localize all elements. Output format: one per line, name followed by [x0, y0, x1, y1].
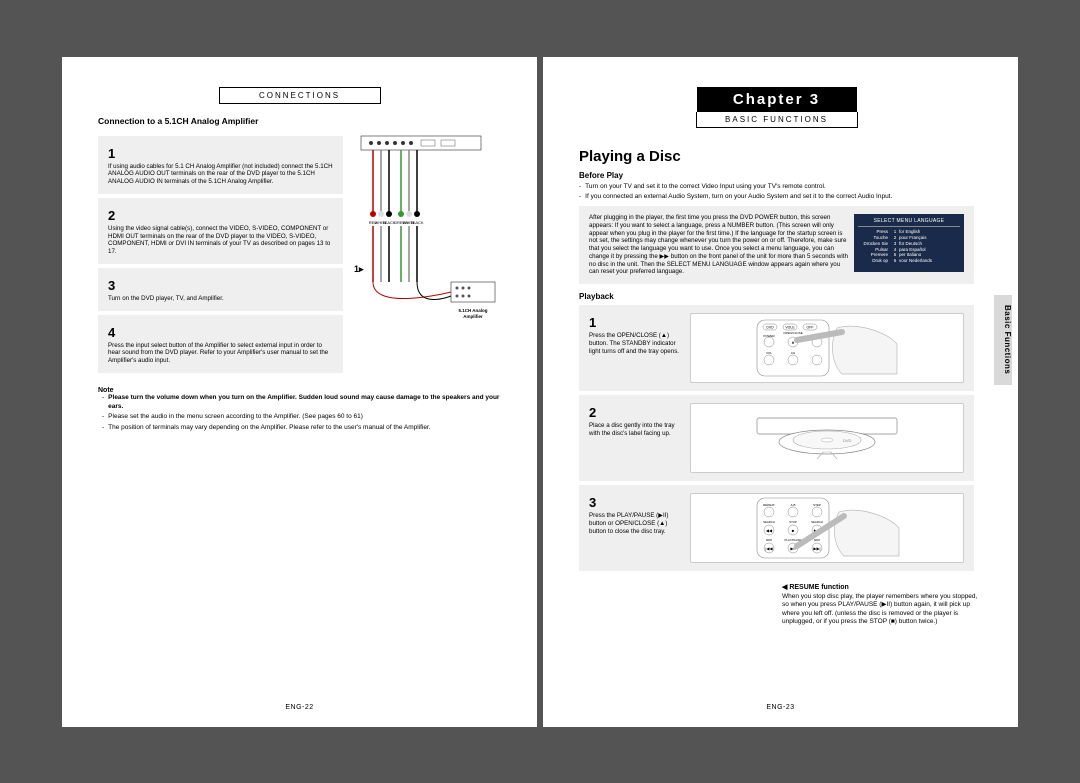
- lang-row: Druk op6voor Nederlands: [858, 258, 960, 264]
- step-num: 3: [108, 278, 333, 293]
- steps-column: 1 If using audio cables for 5.1 CH Analo…: [98, 132, 343, 377]
- svg-text:POWER: POWER: [763, 334, 775, 338]
- svg-text:STOP: STOP: [789, 520, 797, 524]
- svg-text:DVD: DVD: [843, 438, 852, 443]
- step-num: 2: [589, 405, 684, 420]
- side-tab: Basic Functions: [994, 295, 1012, 385]
- svg-text:STEP: STEP: [813, 503, 821, 507]
- svg-text:◀◀: ◀◀: [766, 528, 773, 533]
- step-2: 2 Using the video signal cable(s), conne…: [98, 198, 343, 264]
- step-num: 3: [589, 495, 684, 510]
- resume-text: When you stop disc play, the player reme…: [782, 593, 982, 627]
- step-3: 3 Turn on the DVD player, TV, and Amplif…: [98, 268, 343, 311]
- note-list: Please turn the volume down when you tur…: [98, 394, 501, 433]
- page-number: ENG-23: [543, 704, 1018, 711]
- svg-text:Amplifier: Amplifier: [463, 314, 483, 319]
- svg-text:VOLE: VOLE: [785, 326, 795, 330]
- svg-text:REPEAT: REPEAT: [763, 503, 775, 507]
- note-item: Please turn the volume down when you tur…: [102, 394, 501, 412]
- lang-title: SELECT MENU LANGUAGE: [858, 218, 960, 227]
- svg-text:CH: CH: [791, 351, 795, 355]
- step-num: 1: [589, 315, 684, 330]
- setup-grey-box: After plugging in the player, the first …: [579, 206, 974, 284]
- remote-diagram-1: DVD VOLE OFF POWER ▲ OPEN/CLOSE VOL CH: [690, 313, 964, 383]
- svg-text:VOL: VOL: [766, 351, 772, 355]
- header-basic-functions: BASIC FUNCTIONS: [696, 112, 858, 128]
- svg-text:5.1CH Analog: 5.1CH Analog: [458, 308, 487, 313]
- step-text: Using the video signal cable(s), connect…: [108, 225, 333, 256]
- svg-text:1▸: 1▸: [354, 264, 364, 274]
- language-menu: SELECT MENU LANGUAGE Press1for EnglishTo…: [854, 214, 964, 272]
- step-1: 1 If using audio cables for 5.1 CH Analo…: [98, 136, 343, 194]
- header-connections: CONNECTIONS: [219, 87, 381, 104]
- step-text: Press the input select button of the Amp…: [108, 342, 333, 365]
- note-label: Note: [98, 387, 501, 394]
- before-bullet: If you connected an external Audio Syste…: [579, 193, 974, 202]
- header-text: CONNECTIONS: [259, 91, 340, 100]
- page-spread: CONNECTIONS Connection to a 5.1CH Analog…: [62, 57, 1018, 727]
- chapter-bar: Chapter 3: [697, 87, 857, 112]
- svg-text:DVD: DVD: [766, 326, 774, 330]
- playback-label: Playback: [579, 292, 974, 301]
- before-play-label: Before Play: [579, 171, 974, 180]
- svg-text:OFF: OFF: [807, 326, 814, 330]
- resume-title: ◀ RESUME function: [782, 583, 982, 591]
- svg-text:SKIP: SKIP: [814, 538, 821, 542]
- step-text: Place a disc gently into the tray with t…: [589, 422, 684, 438]
- svg-text:OPEN/CLOSE: OPEN/CLOSE: [783, 331, 803, 335]
- steps-and-diagram: 1 If using audio cables for 5.1 CH Analo…: [98, 132, 501, 377]
- step-4: 4 Press the input select button of the A…: [98, 315, 343, 373]
- note-item: Please set the audio in the menu screen …: [102, 413, 501, 422]
- svg-text:SEARCH: SEARCH: [811, 520, 823, 524]
- step-text: Press the OPEN/CLOSE (▲) button. The STA…: [589, 332, 684, 355]
- page-number: ENG-22: [62, 704, 537, 711]
- step-num: 4: [108, 325, 333, 340]
- page-title: Playing a Disc: [579, 148, 974, 165]
- page-left: CONNECTIONS Connection to a 5.1CH Analog…: [62, 57, 537, 727]
- header-text: BASIC FUNCTIONS: [725, 115, 828, 124]
- step-text: If using audio cables for 5.1 CH Analog …: [108, 163, 333, 186]
- svg-text:▶▶|: ▶▶|: [813, 546, 820, 551]
- resume-block: ◀ RESUME function When you stop disc pla…: [782, 583, 982, 627]
- step-text: Turn on the DVD player, TV, and Amplifie…: [108, 295, 333, 303]
- page-right: Chapter 3 BASIC FUNCTIONS Playing a Disc…: [543, 57, 1018, 727]
- amplifier-diagram: RED WHITE BLACK GREEN WHITE BLACK: [351, 132, 501, 342]
- pb-step-3: 3 Press the PLAY/PAUSE (▶II) button or O…: [579, 485, 974, 571]
- step-text: Press the PLAY/PAUSE (▶II) button or OPE…: [589, 512, 684, 535]
- step-num: 1: [108, 146, 333, 161]
- setup-text: After plugging in the player, the first …: [589, 214, 848, 276]
- svg-text:SKIP: SKIP: [766, 538, 773, 542]
- svg-text:|◀◀: |◀◀: [765, 546, 773, 551]
- pb-step-1: 1 Press the OPEN/CLOSE (▲) button. The S…: [579, 305, 974, 391]
- before-bullet: Turn on your TV and set it to the correc…: [579, 183, 974, 192]
- tray-diagram: DVD: [690, 403, 964, 473]
- svg-text:SEARCH: SEARCH: [763, 520, 775, 524]
- pb-step-2: 2 Place a disc gently into the tray with…: [579, 395, 974, 481]
- remote-diagram-2: REPEAT A-B STEP ◀◀ ■ ▶▶ SEARCH STOP SEAR…: [690, 493, 964, 563]
- svg-text:A-B: A-B: [790, 503, 795, 507]
- note-section: Note Please turn the volume down when yo…: [98, 387, 501, 433]
- section-title: Connection to a 5.1CH Analog Amplifier: [98, 116, 501, 126]
- svg-text:BLACK: BLACK: [410, 220, 423, 225]
- diagram-svg: RED WHITE BLACK GREEN WHITE BLACK: [351, 132, 501, 342]
- note-item: The position of terminals may vary depen…: [102, 424, 501, 433]
- step-num: 2: [108, 208, 333, 223]
